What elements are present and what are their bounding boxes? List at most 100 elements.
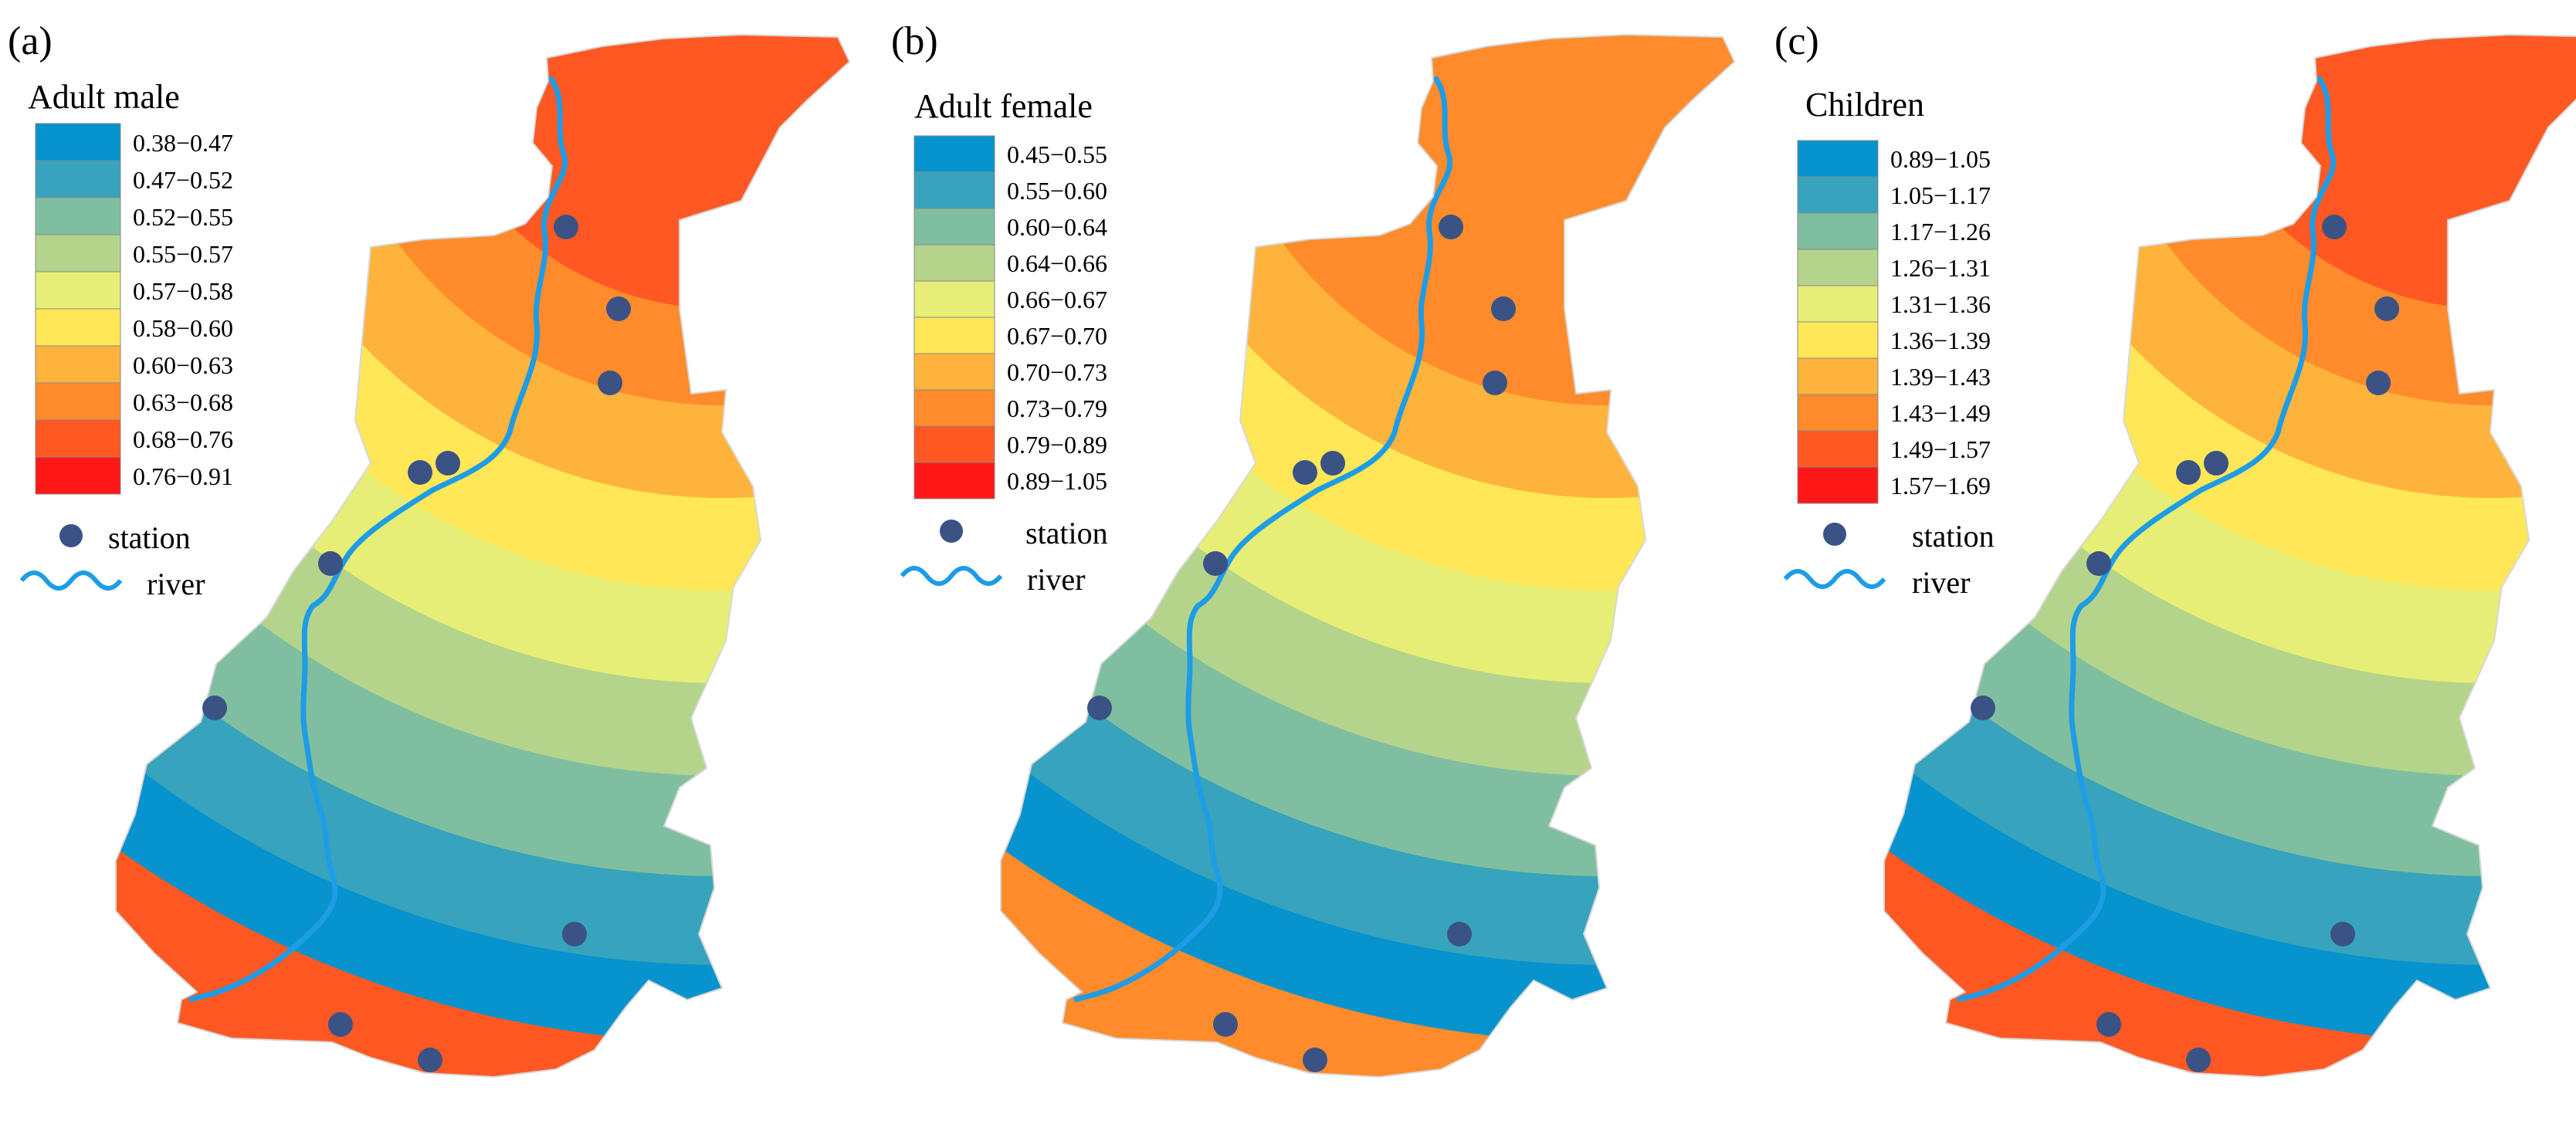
legend-river-icon bbox=[900, 566, 1003, 586]
legend-class-9: 0.89−1.05 bbox=[1007, 467, 1107, 495]
legend-swatch-3 bbox=[913, 244, 995, 282]
legend-swatch-7 bbox=[35, 382, 121, 421]
legend-swatch-9 bbox=[1797, 466, 1879, 504]
station-marker bbox=[1971, 696, 1995, 720]
legend-class-5: 0.58−0.60 bbox=[133, 314, 233, 342]
legend-station-label: station bbox=[1912, 519, 1995, 554]
station-marker bbox=[1320, 451, 1345, 476]
panel-c: (c) Children 0.89−1.05 1.05−1.17 1.17−1.… bbox=[1768, 0, 2576, 1120]
legend-swatch-0 bbox=[913, 135, 995, 173]
legend-station-icon bbox=[59, 524, 83, 547]
legend-station-label: station bbox=[1025, 516, 1108, 550]
legend-class-8: 0.68−0.76 bbox=[133, 425, 233, 453]
legend-river-label: river bbox=[1912, 565, 1971, 600]
legend-station-icon bbox=[940, 520, 963, 543]
station-marker bbox=[2096, 1012, 2121, 1037]
legend-river-icon bbox=[19, 570, 123, 591]
station-marker bbox=[418, 1048, 442, 1072]
legend-river-label: river bbox=[147, 567, 205, 601]
legend-swatch-1 bbox=[913, 171, 995, 209]
station-marker bbox=[2330, 922, 2355, 946]
legend-class-0: 0.38−0.47 bbox=[133, 129, 233, 157]
station-marker bbox=[202, 696, 227, 720]
legend-class-3: 0.55−0.57 bbox=[133, 240, 233, 268]
station-marker bbox=[318, 551, 343, 576]
station-marker bbox=[1447, 922, 1472, 946]
station-marker bbox=[2366, 371, 2391, 395]
legend-swatch-8 bbox=[913, 425, 995, 463]
legend-class-9: 0.76−0.91 bbox=[133, 462, 233, 490]
station-marker bbox=[408, 460, 432, 485]
legend-class-4: 0.57−0.58 bbox=[133, 277, 233, 305]
legend-class-4: 0.66−0.67 bbox=[1007, 286, 1107, 313]
legend-swatch-1 bbox=[35, 160, 121, 198]
legend-swatch-4 bbox=[35, 271, 121, 310]
legend-swatch-2 bbox=[913, 208, 995, 245]
legend-river-label: river bbox=[1027, 562, 1086, 597]
legend-class-4: 1.31−1.36 bbox=[1890, 290, 1991, 318]
legend-class-3: 1.26−1.31 bbox=[1890, 254, 1991, 282]
station-marker bbox=[554, 215, 578, 239]
legend-labels: 0.89−1.05 1.05−1.17 1.17−1.26 1.26−1.31 … bbox=[1890, 145, 1991, 499]
panel-c-svg: (c) Children 0.89−1.05 1.05−1.17 1.17−1.… bbox=[1774, 19, 2576, 1078]
legend-class-7: 0.63−0.68 bbox=[133, 388, 233, 416]
station-marker bbox=[1087, 696, 1112, 720]
legend-class-2: 1.17−1.26 bbox=[1890, 218, 1991, 245]
panel-b: (b) Adult female 0.45−0.55 0.55−0.60 0.6… bbox=[885, 0, 1744, 1120]
legend-title: Children bbox=[1805, 86, 1924, 124]
panel-label: (a) bbox=[8, 19, 53, 63]
legend-class-1: 1.05−1.17 bbox=[1890, 181, 1991, 209]
legend-swatch-6 bbox=[1797, 357, 1879, 395]
legend-class-3: 0.64−0.66 bbox=[1007, 249, 1107, 277]
river-line bbox=[1073, 75, 1453, 1003]
station-marker bbox=[2322, 215, 2347, 239]
legend-class-2: 0.52−0.55 bbox=[133, 203, 233, 231]
legend-station-label: station bbox=[108, 520, 191, 555]
legend-swatches bbox=[913, 135, 995, 499]
legend-class-6: 0.60−0.63 bbox=[133, 351, 233, 379]
station-marker bbox=[1439, 215, 1463, 239]
legend-labels: 0.38−0.47 0.47−0.52 0.52−0.55 0.55−0.57 … bbox=[133, 129, 233, 490]
legend-swatches bbox=[35, 123, 121, 495]
legend-swatch-3 bbox=[35, 234, 121, 273]
legend-class-9: 1.57−1.69 bbox=[1890, 472, 1991, 499]
legend-title: Adult female bbox=[914, 87, 1093, 125]
legend-class-6: 0.70−0.73 bbox=[1007, 358, 1107, 386]
legend-swatch-0 bbox=[35, 123, 121, 161]
legend-class-1: 0.47−0.52 bbox=[133, 166, 233, 194]
map-region bbox=[1883, 33, 2576, 1078]
legend-class-1: 0.55−0.60 bbox=[1007, 177, 1107, 205]
legend-swatch-5 bbox=[35, 308, 121, 347]
legend-swatch-1 bbox=[1797, 176, 1879, 214]
legend-swatch-2 bbox=[1797, 212, 1879, 250]
station-marker bbox=[1483, 371, 1507, 395]
legend-class-7: 1.43−1.49 bbox=[1890, 399, 1991, 427]
stations bbox=[1971, 215, 2399, 1072]
legend-swatch-0 bbox=[1797, 140, 1879, 178]
band-8 bbox=[1298, 35, 1734, 309]
legend-swatch-6 bbox=[35, 345, 121, 384]
legend-class-0: 0.45−0.55 bbox=[1007, 140, 1107, 168]
station-marker bbox=[328, 1012, 353, 1037]
legend-swatch-7 bbox=[1797, 394, 1879, 432]
station-marker bbox=[2186, 1048, 2211, 1072]
legend-swatch-3 bbox=[1797, 249, 1879, 286]
legend-class-7: 0.73−0.79 bbox=[1007, 394, 1107, 422]
station-marker bbox=[562, 922, 587, 946]
legend-title: Adult male bbox=[28, 78, 180, 116]
station-marker bbox=[606, 296, 631, 321]
legend-river-icon bbox=[1783, 569, 1886, 589]
station-marker bbox=[436, 451, 460, 476]
band-9 bbox=[2282, 35, 2576, 208]
station-marker bbox=[1491, 296, 1516, 321]
legend-class-5: 1.36−1.39 bbox=[1890, 327, 1991, 354]
panel-a: (a) Adult male 0.38−0.47 0.47−0.52 0.52−… bbox=[0, 0, 859, 1120]
station-marker bbox=[2086, 551, 2111, 576]
station-marker bbox=[1213, 1012, 1238, 1037]
legend-swatch-9 bbox=[913, 462, 995, 499]
panel-label: (c) bbox=[1774, 19, 1819, 63]
station-marker bbox=[2374, 296, 2399, 321]
map-outline bbox=[115, 33, 851, 1078]
legend-swatch-5 bbox=[913, 317, 995, 354]
stations bbox=[202, 215, 631, 1072]
